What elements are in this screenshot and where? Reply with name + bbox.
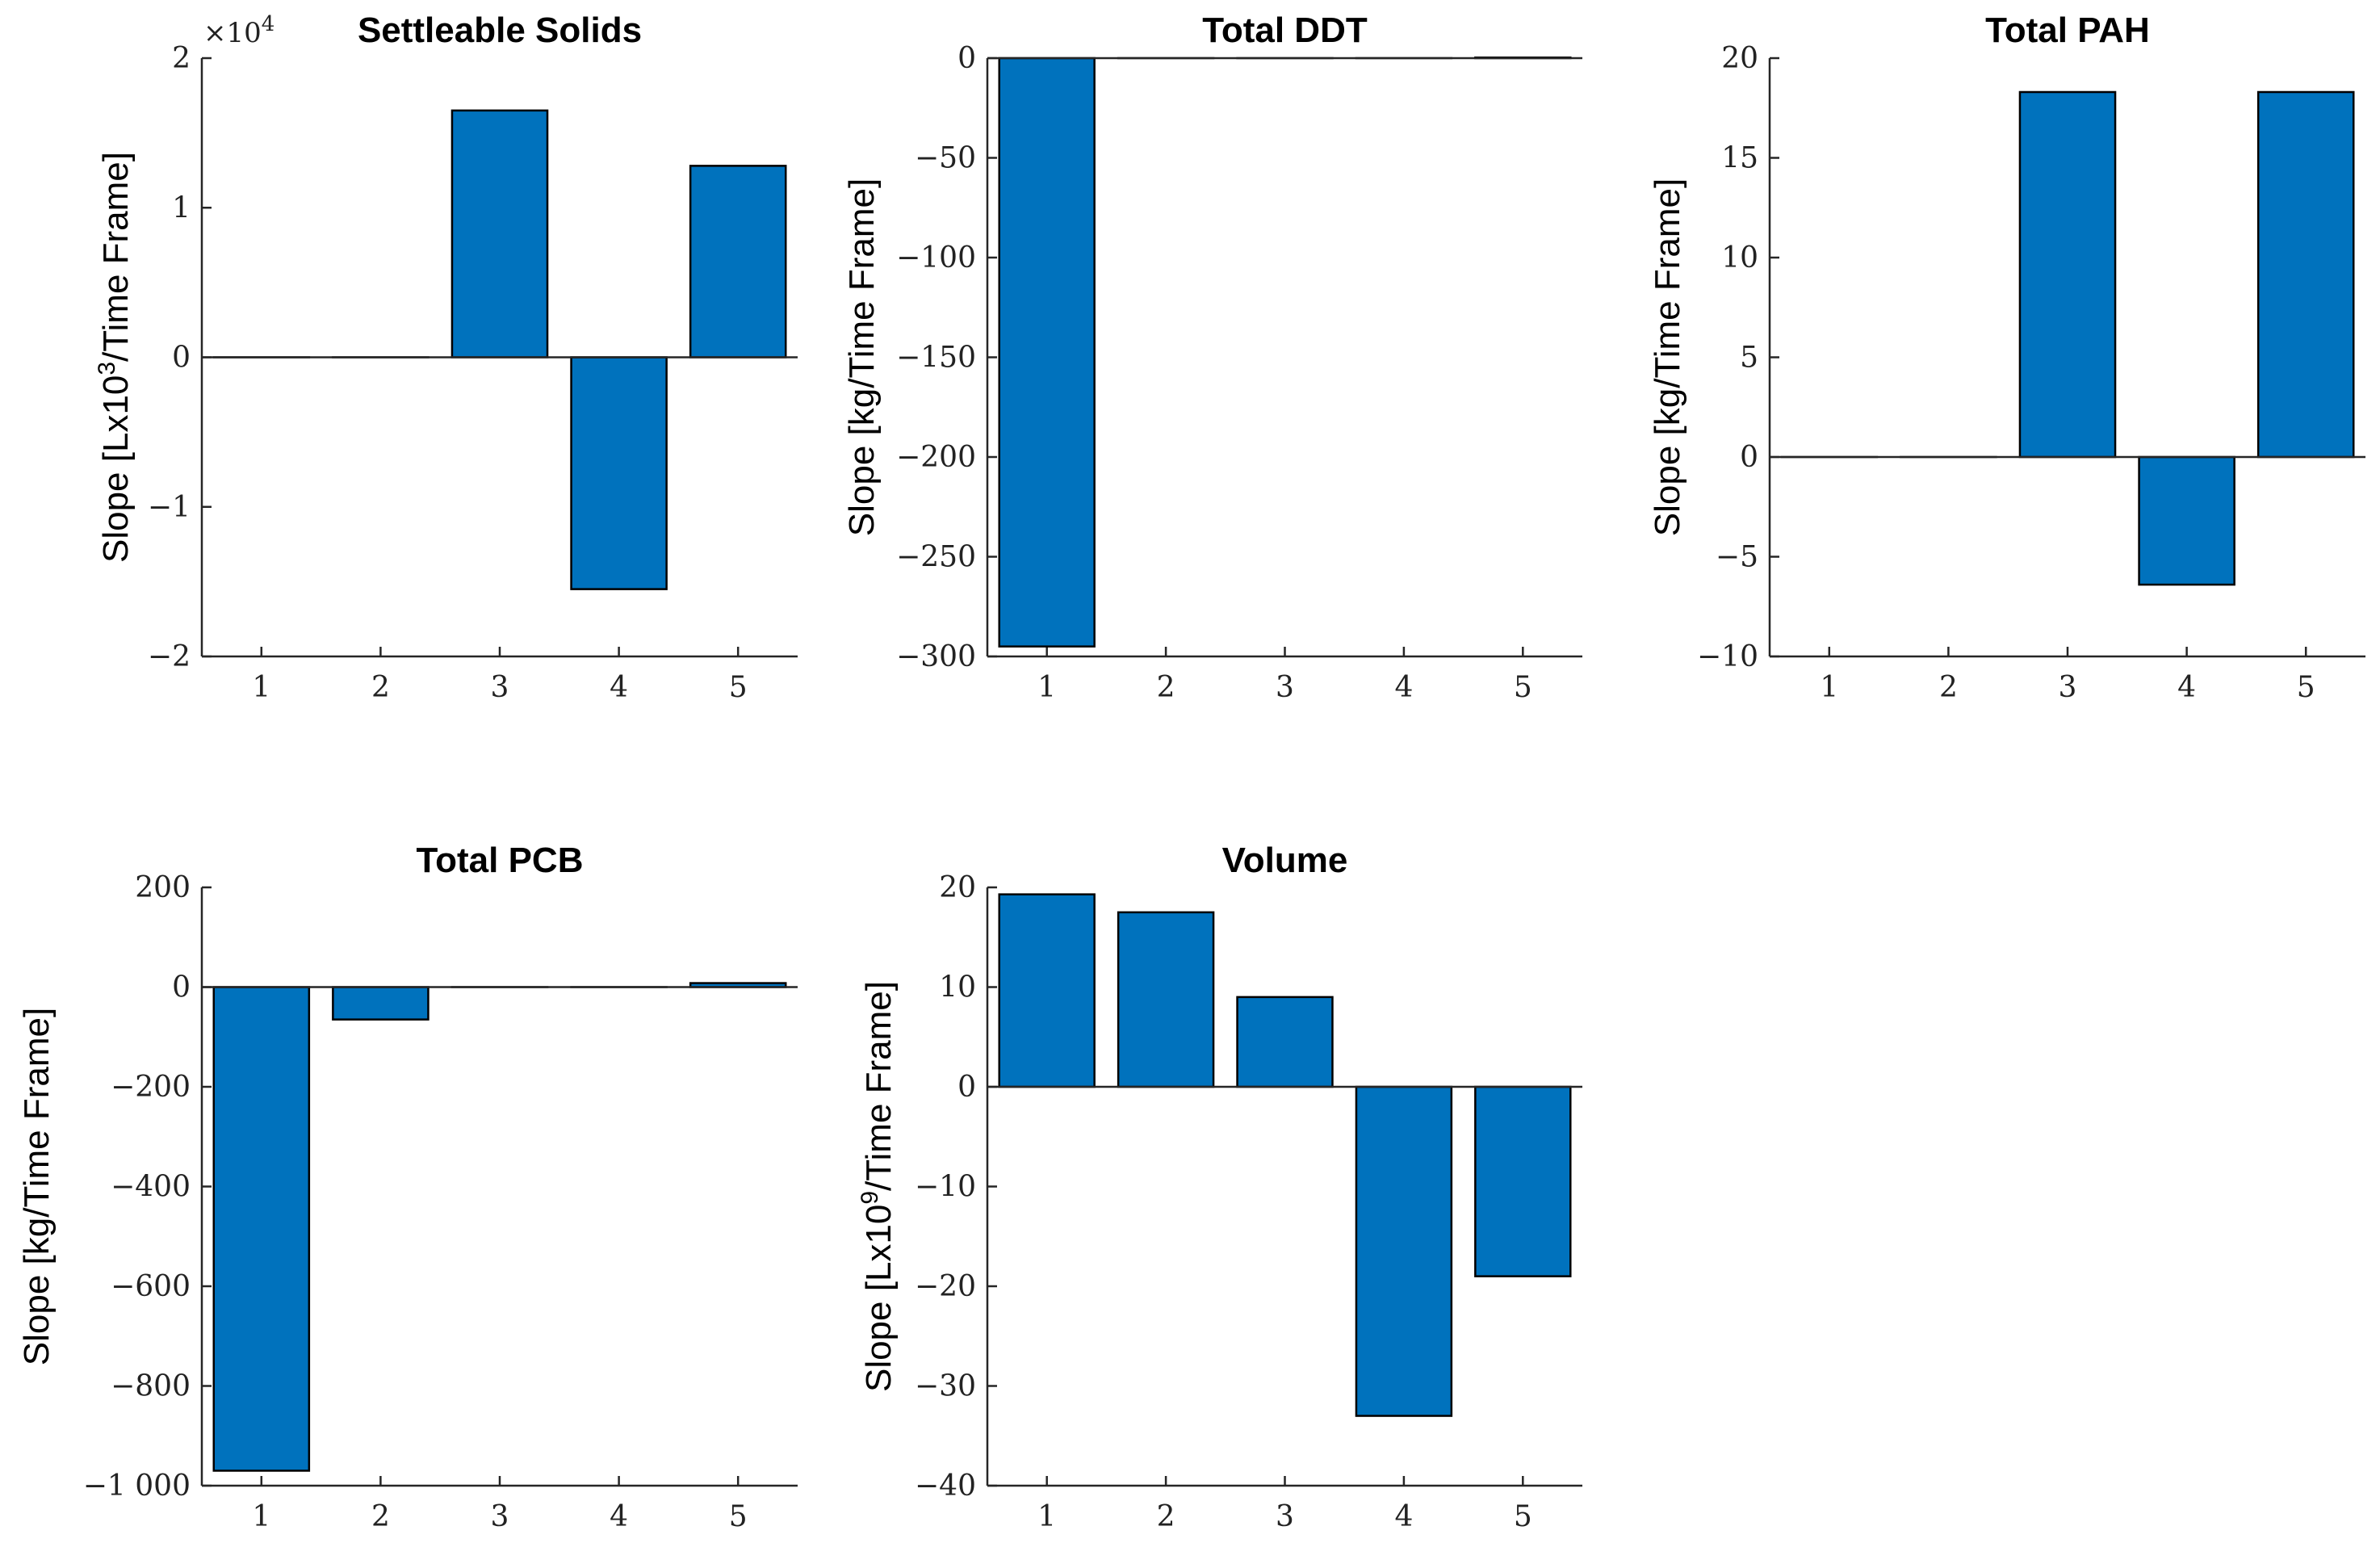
- chart-title: Total PCB: [417, 841, 584, 880]
- y-tick-label: −10: [915, 1171, 976, 1204]
- chart-title: Volume: [1222, 841, 1348, 880]
- x-tick-label: 3: [491, 671, 509, 704]
- axis-multiplier: ×104: [203, 12, 274, 49]
- y-tick-label: −150: [896, 342, 976, 375]
- panel-settleable-solids: −2 −1 0 1 2 1 2 3 4 5 Settleable Solids Slope [Lx10…: [94, 10, 798, 704]
- y-tick-label: 20: [1721, 42, 1758, 75]
- y-tick-label: 0: [957, 1071, 976, 1104]
- y-tick-label: −400: [111, 1171, 191, 1204]
- x-tick-label: 2: [371, 671, 390, 704]
- x-tick-label: 5: [2297, 671, 2315, 704]
- bar: [2256, 90, 2355, 459]
- y-tick-label: 1: [172, 191, 191, 224]
- y-tick-label: −1 000: [83, 1470, 191, 1503]
- y-tick-label: −250: [896, 541, 976, 574]
- panel-total-pcb: −1 000 −800 −600 −400 −200 0 200 1 2 3 4 5 Total PCB…: [17, 841, 798, 1533]
- x-tick-label: 1: [1820, 671, 1838, 704]
- y-axis-label: Slope [kg/Time Frame]: [842, 178, 882, 536]
- bar: [998, 57, 1096, 648]
- panel-total-pah: −10 −5 0 5 10 15 20 1 2 3 4 5 Total PAH Slope [kg/Tim…: [1648, 10, 2365, 704]
- y-tick-label: 200: [135, 871, 191, 904]
- y-tick-label: 10: [1721, 241, 1758, 275]
- x-tick-label: 4: [610, 1500, 628, 1533]
- bar: [1474, 1085, 1572, 1277]
- x-tick-label: 1: [1037, 671, 1056, 704]
- y-tick-label: −2: [148, 640, 191, 673]
- y-tick-label: −300: [896, 640, 976, 673]
- y-tick-label: 2: [172, 42, 191, 75]
- x-tick-label: 2: [1157, 1500, 1175, 1533]
- y-tick-label: −600: [111, 1270, 191, 1303]
- bar: [212, 986, 311, 1472]
- y-tick-label: 10: [939, 971, 976, 1004]
- bar: [1355, 1085, 1453, 1417]
- x-tick-label: 2: [1939, 671, 1958, 704]
- y-tick-label: −50: [915, 142, 976, 175]
- bar: [1236, 996, 1334, 1088]
- x-tick-label: 3: [2059, 671, 2077, 704]
- y-tick-label: 0: [172, 971, 191, 1004]
- y-tick-label: −200: [896, 441, 976, 474]
- y-tick-label: −5: [1716, 541, 1758, 574]
- bar: [450, 109, 549, 358]
- y-axis-label: Slope [Lx103/Time Frame]: [94, 152, 136, 563]
- chart-title: Settleable Solids: [358, 10, 642, 50]
- y-tick-label: 15: [1721, 142, 1758, 175]
- x-tick-label: 2: [371, 1500, 390, 1533]
- x-tick-label: 1: [252, 671, 270, 704]
- y-tick-label: 0: [172, 342, 191, 375]
- panel-volume: −40 −30 −20 −10 0 10 20 1 2 3 4 5 Volume Slope [Lx109…: [857, 841, 1582, 1533]
- y-axis-label: Slope [kg/Time Frame]: [1648, 178, 1687, 536]
- y-tick-label: 0: [957, 42, 976, 75]
- y-tick-label: −10: [1697, 640, 1758, 673]
- x-tick-label: 1: [1037, 1500, 1056, 1533]
- bar: [332, 986, 429, 1021]
- bar: [689, 165, 787, 358]
- y-tick-label: −30: [915, 1370, 976, 1403]
- x-tick-label: 5: [1514, 1500, 1532, 1533]
- x-tick-label: 4: [1394, 671, 1413, 704]
- y-tick-label: −200: [111, 1071, 191, 1104]
- x-tick-label: 3: [1276, 1500, 1294, 1533]
- x-tick-label: 3: [491, 1500, 509, 1533]
- bar: [2018, 90, 2117, 459]
- x-tick-label: 3: [1276, 671, 1294, 704]
- y-tick-label: 20: [939, 871, 976, 904]
- y-tick-label: 5: [1740, 342, 1758, 375]
- bar: [998, 893, 1096, 1088]
- y-tick-label: −100: [896, 241, 976, 275]
- x-tick-label: 5: [1514, 671, 1532, 704]
- y-axis-label: Slope [kg/Time Frame]: [17, 1008, 57, 1365]
- bar: [1117, 911, 1215, 1088]
- chart-title: Total DDT: [1202, 10, 1368, 50]
- y-tick-label: −1: [148, 491, 191, 524]
- x-tick-label: 4: [2177, 671, 2196, 704]
- panel-total-ddt: −300 −250 −200 −150 −100 −50 0 1 2 3 4 5 Total DDT Sl…: [842, 10, 1582, 704]
- x-tick-label: 5: [729, 1500, 748, 1533]
- y-tick-label: −20: [915, 1270, 976, 1303]
- x-tick-label: 2: [1157, 671, 1175, 704]
- bar: [570, 356, 668, 590]
- x-tick-label: 5: [729, 671, 748, 704]
- y-tick-label: 0: [1740, 441, 1758, 474]
- y-tick-label: −800: [111, 1370, 191, 1403]
- x-tick-label: 4: [1394, 1500, 1413, 1533]
- x-tick-label: 1: [252, 1500, 270, 1533]
- bar: [2138, 455, 2235, 586]
- x-tick-label: 4: [610, 671, 628, 704]
- chart-title: Total PAH: [1985, 10, 2150, 50]
- y-axis-label: Slope [Lx109/Time Frame]: [857, 981, 899, 1392]
- y-tick-label: −40: [915, 1470, 976, 1503]
